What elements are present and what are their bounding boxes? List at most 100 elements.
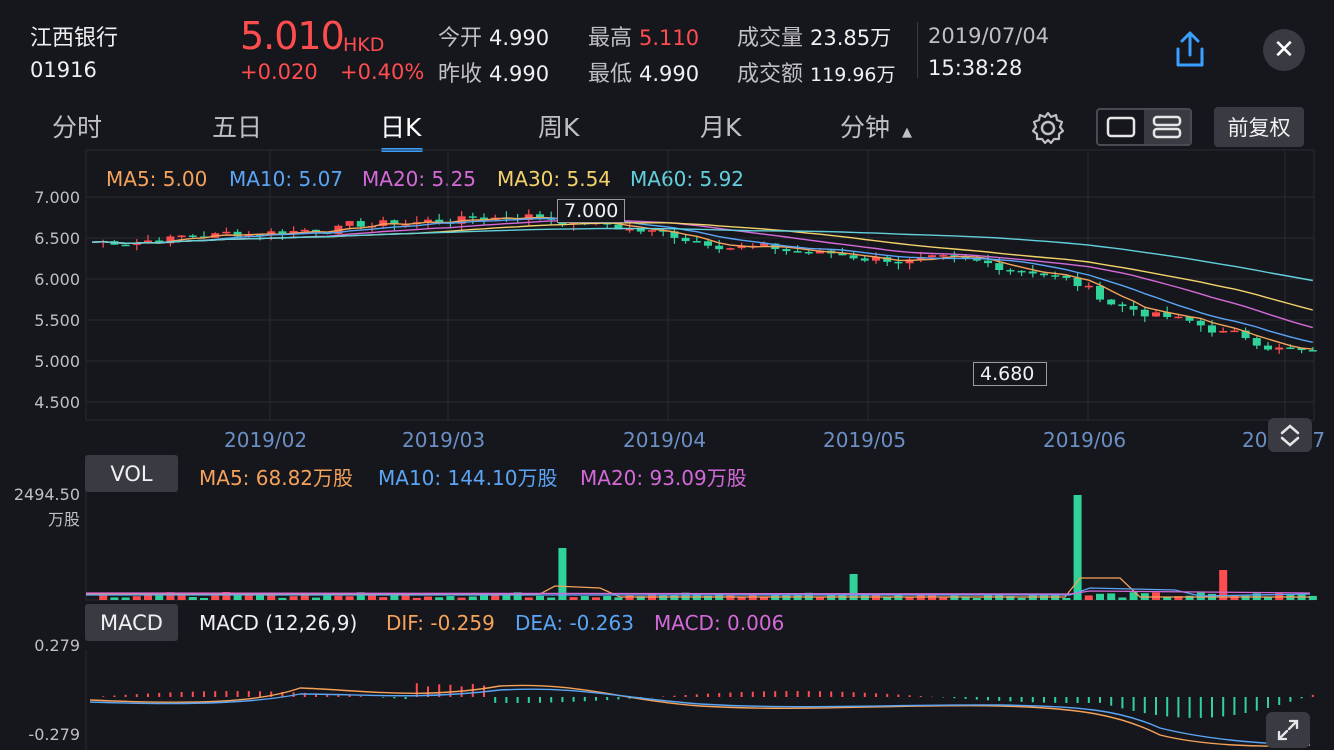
volume-bar — [289, 596, 298, 600]
ma5-line — [91, 216, 1313, 350]
volume-bar — [144, 595, 152, 600]
volume-bar — [625, 595, 634, 600]
candle-body — [1118, 304, 1127, 307]
price-tick-7000: 7.000 — [34, 188, 80, 207]
candle-body — [972, 258, 981, 261]
candle-body — [939, 255, 948, 257]
candle-body — [1140, 309, 1149, 317]
vol-indicator-button[interactable]: VOL — [85, 455, 178, 492]
single-panel-icon — [1106, 116, 1136, 138]
candle-body — [782, 249, 791, 252]
tab-monthly-k[interactable]: 月K — [700, 113, 742, 142]
turnover-value: 119.96万 — [810, 64, 896, 86]
ma10-line — [91, 217, 1313, 343]
candle-body — [1308, 350, 1317, 352]
high-stat: 最高 5.110 — [588, 20, 699, 52]
candle-body — [480, 217, 488, 220]
candle-body — [1275, 347, 1284, 350]
gear-icon[interactable] — [1030, 110, 1066, 150]
close-icon: ✕ — [1273, 35, 1295, 65]
candle-body — [155, 240, 164, 244]
volume-bar — [457, 597, 466, 600]
candle-body — [648, 230, 656, 232]
fullscreen-button[interactable] — [1266, 712, 1310, 748]
volume-bar — [312, 597, 320, 600]
volume-bar — [1264, 596, 1272, 600]
volume-label: 成交量 — [737, 26, 804, 51]
volume-bar — [244, 593, 253, 600]
candle-body — [681, 237, 690, 242]
macd-indicator-button[interactable]: MACD — [85, 604, 178, 641]
candle-body — [457, 216, 466, 224]
candle-body — [177, 235, 186, 238]
candle-body — [961, 256, 970, 259]
tab-minute[interactable]: 分钟 ▲ — [840, 108, 912, 144]
open-label: 今开 — [438, 26, 483, 51]
ma60-line — [91, 227, 1313, 282]
high-value: 5.110 — [639, 26, 700, 50]
volume-bar — [256, 594, 264, 600]
tab-intraday[interactable]: 分时 — [52, 113, 103, 142]
candle-body — [804, 251, 813, 254]
candle-body — [424, 219, 432, 223]
volume-bar — [1219, 570, 1228, 600]
tab-daily-k[interactable]: 日K — [380, 113, 422, 142]
tab-five-day[interactable]: 五日 — [212, 113, 263, 142]
volume-bar — [1040, 595, 1048, 600]
low-value: 4.990 — [639, 62, 700, 86]
turnover-stat: 成交额 119.96万 — [737, 56, 896, 88]
candle-body — [390, 220, 399, 225]
collapse-toggle-button[interactable] — [1268, 418, 1312, 452]
candle-body — [1073, 277, 1082, 287]
close-button[interactable]: ✕ — [1263, 29, 1305, 71]
price-change-pct: +0.40% — [340, 60, 425, 84]
volume-bar — [401, 593, 410, 600]
volume-bar — [592, 597, 600, 600]
candle-body — [872, 257, 880, 261]
prev-close-value: 4.990 — [489, 62, 550, 86]
candle-body — [636, 228, 645, 232]
volume-bar — [155, 593, 164, 600]
candle-body — [300, 229, 309, 232]
volume-bar — [1185, 595, 1194, 600]
candle-body — [1129, 306, 1138, 310]
volume-bar — [513, 592, 522, 600]
candle-body — [1196, 320, 1205, 326]
single-layout-button[interactable] — [1098, 110, 1144, 144]
split-panel-icon — [1152, 115, 1182, 139]
macd-dif: DIF: -0.259 — [386, 611, 495, 635]
candle-body — [1017, 270, 1026, 273]
candle-body — [256, 234, 264, 236]
candle-body — [1252, 338, 1261, 346]
candle-body — [1028, 271, 1037, 274]
volume-bar — [480, 595, 488, 600]
candle-body — [793, 251, 802, 253]
forward-adjust-button[interactable]: 前复权 — [1214, 107, 1304, 147]
volume-bar — [681, 592, 690, 600]
price-change: +0.020 — [240, 60, 318, 84]
volume-bar — [838, 595, 847, 600]
volume-bar — [233, 592, 242, 600]
volume-bar — [569, 597, 578, 600]
candle-body — [121, 244, 130, 247]
volume-bar — [1241, 595, 1250, 600]
volume-bar — [110, 597, 119, 600]
volume-bar — [1006, 596, 1015, 600]
volume-bar — [737, 596, 746, 600]
candle-body — [1051, 275, 1060, 277]
split-layout-button[interactable] — [1144, 110, 1190, 144]
candle-body — [816, 250, 824, 254]
low-stat: 最低 4.990 — [588, 56, 699, 88]
expand-collapse-icon — [1280, 424, 1300, 447]
candle-body — [1006, 270, 1015, 272]
share-icon[interactable] — [1172, 29, 1208, 73]
candle-body — [838, 253, 847, 256]
candle-body — [1174, 316, 1183, 319]
volume-bar — [177, 592, 186, 600]
candle-body — [692, 241, 701, 243]
volume-bar — [278, 597, 287, 600]
tab-weekly-k[interactable]: 周K — [538, 113, 580, 142]
candle-body — [356, 221, 365, 227]
prev-close-label: 昨收 — [438, 62, 483, 87]
